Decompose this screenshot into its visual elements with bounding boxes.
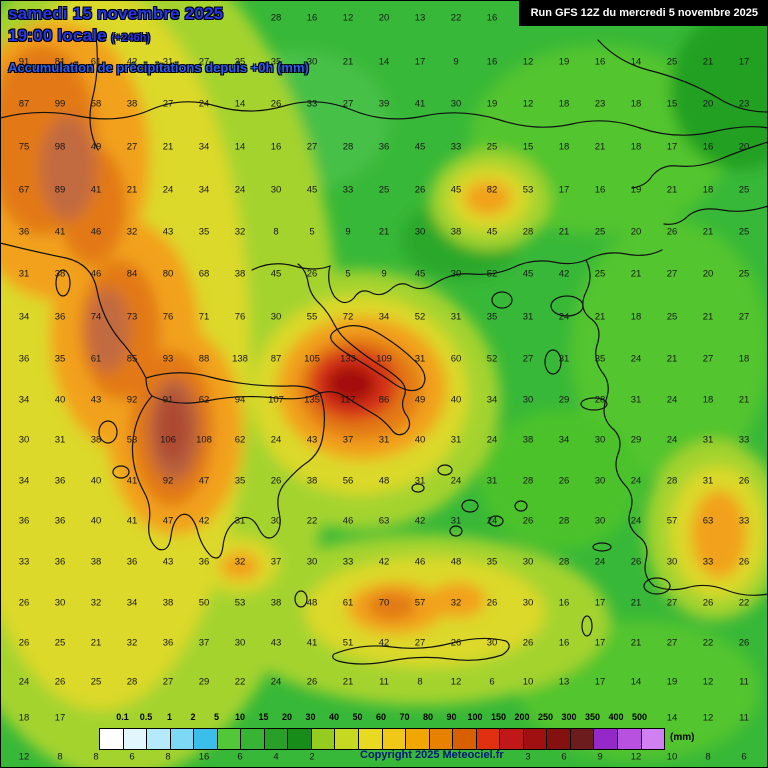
copyright-label: Copyright 2025 Meteociel.fr [360, 749, 504, 761]
forecast-offset-label: (+246h) [111, 32, 151, 44]
header-block: samedi 15 novembre 2025 19:00 locale (+2… [8, 4, 309, 75]
time-label: 19:00 locale [8, 26, 107, 45]
run-info-box: Run GFS 12Z du mercredi 5 novembre 2025 [518, 0, 768, 26]
map-subtitle: Accumulation de précipitations depuis +0… [8, 60, 309, 75]
date-label: samedi 15 novembre 2025 [8, 4, 224, 23]
coastlines [0, 35, 768, 665]
